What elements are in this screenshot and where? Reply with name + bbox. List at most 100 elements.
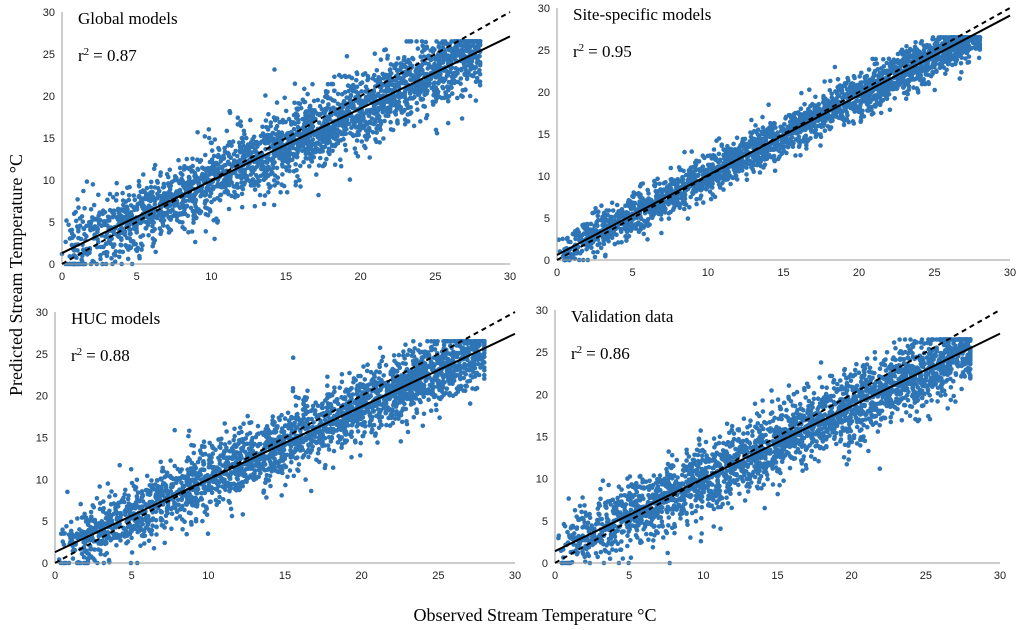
scatter-point [271,178,277,183]
scatter-point [136,183,142,188]
scatter-point [462,63,468,69]
scatter-point [261,164,267,170]
scatter-point [136,193,142,199]
scatter-point [292,121,298,126]
scatter-point [269,132,274,138]
scatter-point [307,164,312,169]
scatter-points [59,39,483,267]
scatter-point [444,69,450,74]
scatter-point [205,212,211,218]
scatter-point [274,123,280,129]
scatter-point [676,165,682,170]
scatter-point [766,102,771,107]
scatter-point [63,239,68,245]
scatter-point [812,130,818,136]
scatter-point [182,226,187,232]
scatter-point [872,68,878,74]
scatter-point [266,189,271,195]
scatter-point [280,133,286,138]
scatter-point [394,105,400,111]
scatter-point [114,215,120,221]
scatter-point [370,130,376,135]
scatter-point [950,47,955,53]
scatter-point [326,127,332,133]
scatter-point [477,39,483,44]
scatter-point [721,168,727,174]
scatter-point [193,197,199,203]
scatter-point [169,179,175,185]
scatter-point [588,221,594,227]
scatter-point [280,172,285,177]
scatter-point [316,192,321,198]
scatter-point [198,193,203,199]
scatter-point [74,255,79,260]
scatter-point [186,198,192,203]
scatter-point [277,119,282,125]
scatter-point [458,81,463,86]
scatter-point [232,170,238,175]
scatter-point [224,128,230,134]
scatter-point [164,172,170,177]
scatter-point [107,240,113,245]
scatter-point [443,53,448,59]
scatter-point [167,202,173,207]
scatter-point [113,249,119,254]
scatter-point [326,102,331,107]
scatter-point [748,130,753,135]
scatter-point [420,81,425,87]
scatter-point [445,120,451,126]
scatter-point [930,35,936,40]
scatter-point [658,212,664,217]
scatter-point [125,256,131,262]
scatter-point [275,180,280,185]
scatter-point [415,92,421,98]
scatter-point [301,159,306,165]
scatter-point [118,207,124,213]
scatter-point [261,201,267,207]
scatter-point [75,197,80,202]
scatter-point [467,93,473,99]
scatter-point [356,91,361,96]
scatter-point [139,201,145,207]
scatter-point [366,134,372,139]
scatter-point [177,187,183,193]
scatter-point [383,72,389,78]
scatter-point [90,182,96,187]
scatter-point [284,168,290,173]
scatter-point [264,155,270,160]
scatter-point [274,100,280,105]
scatter-point [216,145,221,151]
scatter-point [354,77,359,83]
scatter-point [432,80,438,85]
scatter-point [229,143,234,148]
scatter-point [252,203,258,209]
scatter-point [157,226,163,231]
scatter-point [190,156,195,162]
scatter-point [352,120,357,126]
scatter-point [109,255,114,261]
scatter-point [110,195,116,200]
scatter-point [835,84,840,90]
scatter-point [266,112,271,117]
scatter-point [886,56,892,62]
scatter-point [275,132,280,138]
scatter-point [354,117,360,123]
scatter-point [386,113,391,118]
scatter-point [183,181,189,187]
scatter-point [235,153,240,159]
scatter-point [279,182,285,187]
scatter-point [354,114,360,119]
scatter-point [592,254,598,260]
scatter-point [190,163,195,169]
scatter-point [184,156,190,162]
scatter-point [372,51,378,56]
scatter-point [689,149,694,154]
scatter-point [599,203,604,208]
scatter-point [420,67,425,73]
scatter-point [190,193,195,198]
scatter-point [377,140,383,145]
scatter-point [275,175,281,180]
scatter-point [918,65,923,70]
